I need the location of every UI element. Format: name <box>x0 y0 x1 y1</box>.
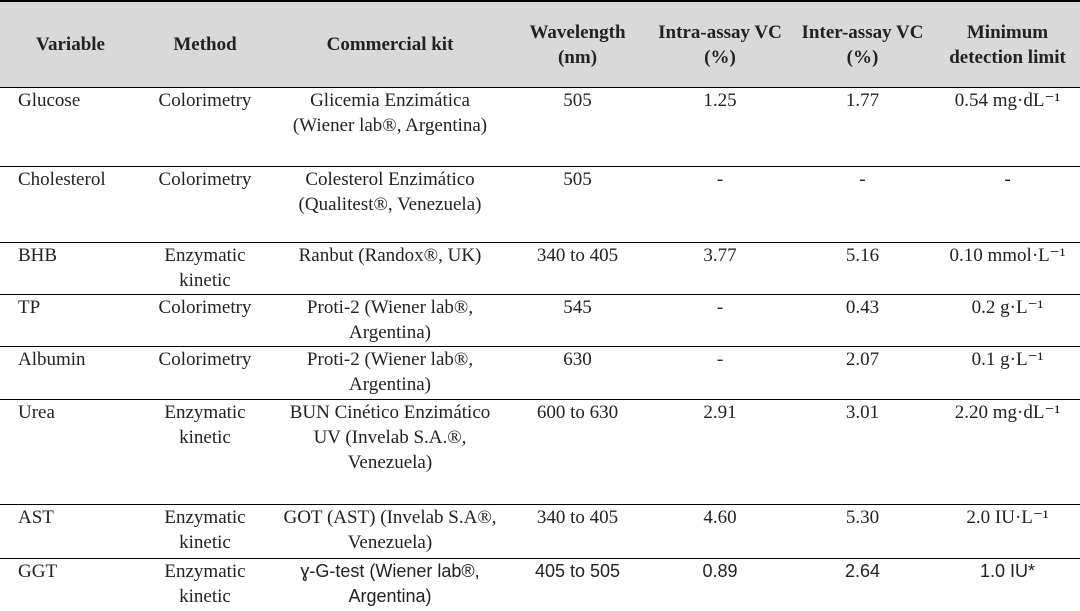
table-cell: 0.89 <box>702 561 738 581</box>
table-cell: - <box>790 166 935 243</box>
table-cell: Proti-2 (Wiener lab®, Argentina) <box>275 294 505 347</box>
table-cell: Urea <box>0 399 135 505</box>
table-cell: 1.25 <box>650 87 790 167</box>
table-cell: Enzymatic kinetic <box>135 504 275 559</box>
table-cell: Enzymatic kinetic <box>135 399 275 505</box>
table-cell: GOT (AST) (Invelab S.A®, Venezuela) <box>275 504 505 559</box>
table-cell: Enzymatic kinetic <box>135 242 275 295</box>
table-cell: AST <box>0 504 135 559</box>
table-cell: 2.91 <box>650 399 790 505</box>
table-cell: Glucose <box>0 87 135 167</box>
table-cell: 0.43 <box>790 294 935 347</box>
table-cell: - <box>650 166 790 243</box>
table-cell: ɣ-G-test (Wiener lab®, Argentina) <box>300 561 480 606</box>
table-row: TP Colorimetry Proti-2 (Wiener lab®, Argen… <box>0 294 1080 347</box>
table-cell: Cholesterol <box>0 166 135 243</box>
table-row: GGT Enzymatic kinetic ɣ-G-test (Wiener lab… <box>0 559 1080 611</box>
table-cell: Colorimetry <box>135 294 275 347</box>
table-cell: 0.54 mg·dL⁻¹ <box>935 87 1080 167</box>
header-cell: Minimum detection limit <box>935 0 1080 88</box>
table-cell: BHB <box>0 242 135 295</box>
table-cell: - <box>935 166 1080 243</box>
header-cell: Intra-assay VC (%) <box>650 0 790 88</box>
table-cell: 1.0 IU* <box>979 561 1036 581</box>
header-cell: Method <box>135 0 275 88</box>
table-cell: 630 <box>505 346 650 400</box>
table-row: Urea Enzymatic kinetic BUN Cinético Enzimá… <box>0 399 1080 505</box>
table-cell: 340 to 405 <box>505 504 650 559</box>
table-row: BHB Enzymatic kinetic Ranbut (Randox®, UK)… <box>0 242 1080 295</box>
header-cell: Wavelength (nm) <box>505 0 650 88</box>
header-cell: Variable <box>0 0 135 88</box>
table-row: Cholesterol Colorimetry Colesterol Enzimát… <box>0 166 1080 243</box>
table-cell: 5.30 <box>790 504 935 559</box>
header-row: Variable Method Commercial kit Wavelength (… <box>0 0 1080 88</box>
table-header: Variable Method Commercial kit Wavelength (… <box>0 0 1080 88</box>
table-cell: 3.77 <box>650 242 790 295</box>
table-cell: 3.01 <box>790 399 935 505</box>
table-cell: 545 <box>505 294 650 347</box>
table-cell: Colorimetry <box>135 346 275 400</box>
table-cell: Albumin <box>0 346 135 400</box>
table-cell: Colorimetry <box>135 87 275 167</box>
header-cell: Inter-assay VC (%) <box>790 0 935 88</box>
table-cell: - <box>650 346 790 400</box>
table-cell: BUN Cinético Enzimático UV (Invelab S.A.… <box>275 399 505 505</box>
table-cell: GGT <box>18 561 58 582</box>
table-cell: 2.0 IU·L⁻¹ <box>935 504 1080 559</box>
table-cell: 2.07 <box>790 346 935 400</box>
table-cell: 2.20 mg·dL⁻¹ <box>935 399 1080 505</box>
table-cell: 340 to 405 <box>505 242 650 295</box>
table-cell: TP <box>0 294 135 347</box>
table-cell: - <box>650 294 790 347</box>
table-cell: Ranbut (Randox®, UK) <box>275 242 505 295</box>
table-cell: 1.77 <box>790 87 935 167</box>
table-cell: 0.2 g·L⁻¹ <box>935 294 1080 347</box>
table-cell: Colesterol Enzimático (Qualitest®, Venez… <box>275 166 505 243</box>
table-cell: 405 to 505 <box>534 561 621 581</box>
table-row: AST Enzymatic kinetic GOT (AST) (Invelab S… <box>0 504 1080 559</box>
table-cell: 505 <box>505 87 650 167</box>
table-cell: 600 to 630 <box>505 399 650 505</box>
table-cell: 0.10 mmol·L⁻¹ <box>935 242 1080 295</box>
table-body: Glucose Colorimetry Glicemia Enzimática (W… <box>0 87 1080 611</box>
table-cell: Enzymatic kinetic <box>164 561 246 607</box>
table-cell: 2.64 <box>844 561 881 581</box>
table-cell: Colorimetry <box>135 166 275 243</box>
table-cell: 505 <box>505 166 650 243</box>
table-row: Albumin Colorimetry Proti-2 (Wiener lab®, … <box>0 346 1080 400</box>
table-cell: Glicemia Enzimática (Wiener lab®, Argent… <box>275 87 505 167</box>
table-cell: 0.1 g·L⁻¹ <box>935 346 1080 400</box>
table-row: Glucose Colorimetry Glicemia Enzimática (W… <box>0 87 1080 167</box>
table-cell: 4.60 <box>650 504 790 559</box>
header-cell: Commercial kit <box>275 0 505 88</box>
table-cell: 5.16 <box>790 242 935 295</box>
table-cell: Proti-2 (Wiener lab®, Argentina) <box>275 346 505 400</box>
